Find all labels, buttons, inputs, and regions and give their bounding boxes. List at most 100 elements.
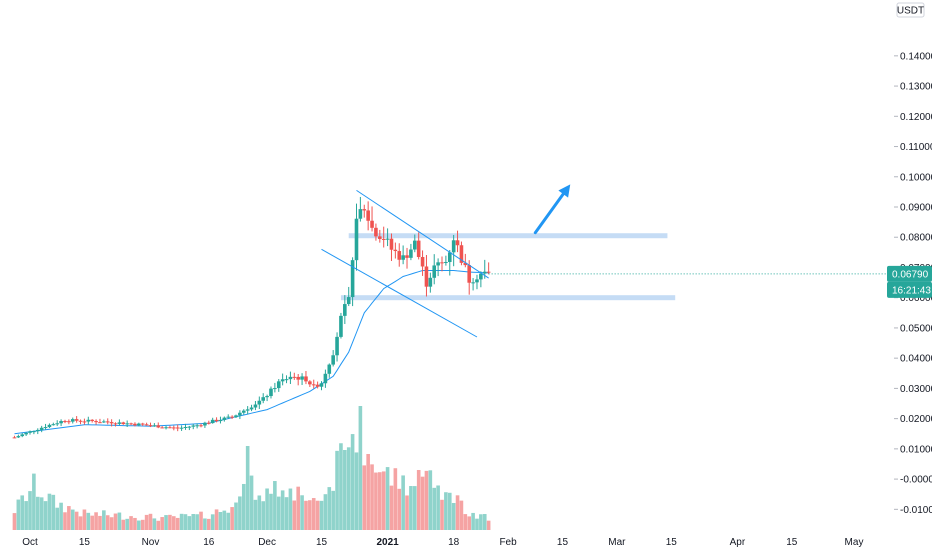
channel-line-1[interactable] xyxy=(356,189,489,279)
up-arrow-head[interactable] xyxy=(558,184,571,198)
volume-bar xyxy=(284,497,289,530)
x-tick-label: 15 xyxy=(316,537,328,548)
volume-bar xyxy=(479,514,483,530)
volume-bar xyxy=(444,492,448,530)
candle-body xyxy=(335,336,339,356)
volume-bar xyxy=(405,495,409,530)
volume-bar xyxy=(144,514,149,530)
candle-body xyxy=(249,407,254,410)
candle-body xyxy=(381,238,386,240)
currency-label[interactable]: USDT xyxy=(897,6,924,17)
up-arrow-shaft[interactable] xyxy=(533,192,565,235)
last-price-label: 0.06790 xyxy=(892,269,929,280)
volume-bar xyxy=(381,471,386,530)
volume-bar xyxy=(389,485,394,530)
candle-body xyxy=(401,255,405,260)
drawings-layer[interactable] xyxy=(321,184,571,338)
x-tick-label: 18 xyxy=(448,537,460,548)
candle-body xyxy=(315,384,320,387)
candle-body xyxy=(160,427,164,429)
candle-body xyxy=(245,409,250,411)
volume-bar xyxy=(218,512,223,530)
time-axis[interactable]: Oct 15 Nov 16 Dec 15 2021 18 Feb 15 Mar 15 Apr 15 May xyxy=(22,537,863,548)
volume-bar xyxy=(164,515,168,530)
volume-bar xyxy=(424,470,429,530)
volume-bar xyxy=(276,496,281,530)
volume-bar xyxy=(486,520,491,530)
volume-bar xyxy=(152,518,157,530)
candle-body xyxy=(339,315,343,337)
volume-bar xyxy=(249,475,254,530)
volume-bar xyxy=(467,516,472,530)
currency-box[interactable] xyxy=(896,2,925,18)
candle-body xyxy=(405,255,409,258)
candle-body xyxy=(327,364,332,374)
volume-bar xyxy=(401,475,405,530)
volume-bar xyxy=(378,472,382,530)
candle-body xyxy=(346,297,351,305)
candle-body xyxy=(109,422,114,424)
candle-body xyxy=(393,249,398,252)
candle-body xyxy=(47,424,52,428)
horizontal-zones xyxy=(340,233,676,301)
x-tick-label: 15 xyxy=(786,537,798,548)
candle-body xyxy=(486,271,491,273)
volume-bar xyxy=(296,486,300,530)
candle-body xyxy=(385,238,390,240)
candle-body xyxy=(428,277,433,287)
volume-bar xyxy=(339,443,343,530)
candle-body xyxy=(218,419,223,422)
volume-bar xyxy=(315,500,320,530)
volume-bar xyxy=(234,502,238,530)
candle-body xyxy=(94,421,98,423)
candle-body xyxy=(304,376,308,382)
volume-bar xyxy=(203,518,207,530)
volume-bar xyxy=(370,464,374,530)
volume-bar xyxy=(51,494,56,530)
candle-body xyxy=(273,388,277,390)
candle-body xyxy=(300,376,304,380)
volume-bar xyxy=(160,517,164,530)
candle-body xyxy=(230,416,234,418)
candle-body xyxy=(74,419,79,421)
channel-line-2[interactable] xyxy=(321,248,478,338)
volume-bar xyxy=(187,516,192,530)
candle-body xyxy=(424,266,429,287)
candle-body xyxy=(35,429,40,432)
candle-body xyxy=(440,262,444,264)
candle-body xyxy=(98,422,102,424)
volume-bar xyxy=(319,500,324,530)
volume-bar xyxy=(397,488,402,530)
candle-body xyxy=(164,427,168,429)
volume-bar xyxy=(59,502,63,530)
volume-bar xyxy=(346,447,351,530)
candle-body xyxy=(125,423,129,425)
volume-bar xyxy=(440,499,444,530)
volume-bar xyxy=(32,473,36,530)
candle-body xyxy=(51,424,56,426)
candle-body xyxy=(436,262,440,266)
candle-body xyxy=(20,434,25,437)
candle-body xyxy=(187,426,192,428)
x-tick-label: Feb xyxy=(499,537,517,548)
volume-bar xyxy=(436,485,440,530)
countdown-badge xyxy=(887,281,932,298)
volume-bar xyxy=(175,517,180,530)
volume-bar xyxy=(148,513,153,530)
candle-body xyxy=(366,210,370,221)
volume-bar xyxy=(168,514,172,530)
candle-body xyxy=(471,282,475,284)
candle-body xyxy=(121,422,126,425)
volume-bar xyxy=(230,507,234,530)
candle-body xyxy=(24,432,28,435)
x-tick-label: 15 xyxy=(557,537,569,548)
volume-bar xyxy=(16,499,21,530)
candle-body xyxy=(311,384,316,386)
volume-bar xyxy=(20,495,25,530)
volume-bar xyxy=(238,496,242,530)
volume-bar xyxy=(199,511,203,530)
